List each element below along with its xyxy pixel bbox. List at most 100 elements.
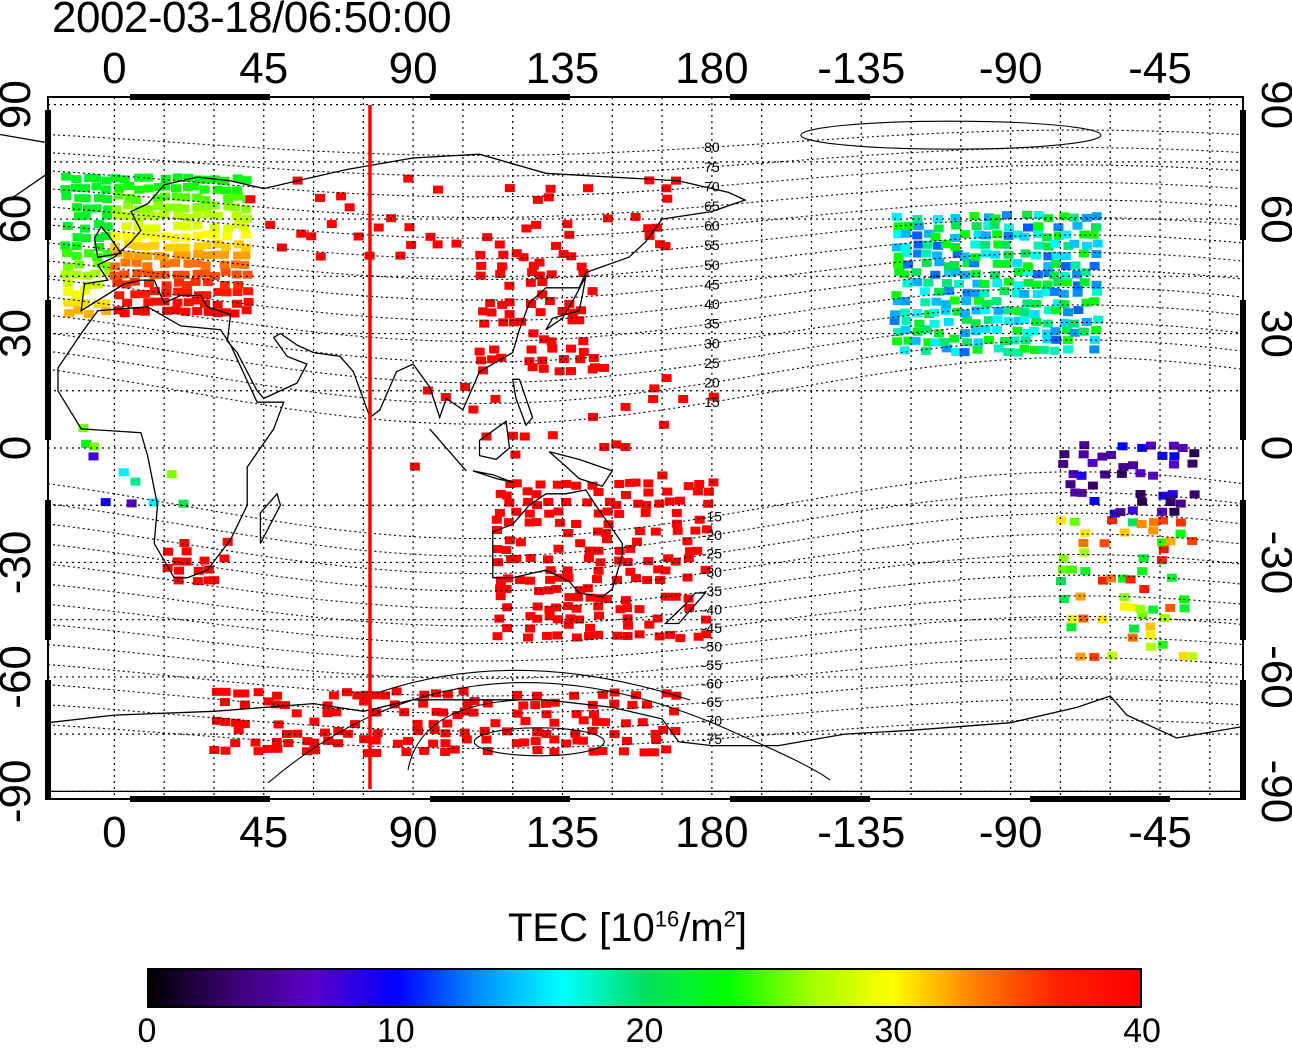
x-tick-label-top: 45	[239, 44, 288, 93]
tec-pixel	[1146, 441, 1156, 450]
tec-pixel	[1050, 239, 1061, 248]
mag-lat-label: 45	[704, 276, 720, 292]
tec-pixel	[1053, 223, 1064, 232]
tec-pixel	[534, 587, 544, 595]
tec-pixel	[131, 195, 142, 204]
tec-pixel	[1013, 281, 1024, 290]
tec-pixel	[78, 424, 89, 433]
tec-pixel	[149, 287, 160, 295]
tec-pixel	[912, 231, 923, 240]
tec-pixel	[612, 631, 623, 640]
tec-pixel	[170, 258, 180, 267]
tec-pixel	[510, 450, 521, 459]
tec-pixel	[587, 726, 598, 735]
tec-pixel	[209, 201, 220, 210]
tec-pixel	[112, 278, 123, 287]
tec-pixel	[82, 204, 93, 213]
tec-pixel	[80, 194, 91, 203]
tec-pixel	[283, 739, 294, 748]
tec-pixel	[532, 728, 543, 737]
tec-pixel	[322, 709, 333, 718]
y-tick-label-right: 0	[1252, 436, 1292, 460]
tec-data-pixels	[60, 172, 1200, 758]
tec-pixel	[209, 272, 220, 281]
tec-pixel	[495, 489, 506, 498]
tec-pixel	[566, 252, 577, 261]
tec-pixel	[1043, 242, 1054, 251]
tec-pixel	[121, 280, 132, 289]
tec-pixel	[182, 182, 193, 191]
coastline	[259, 492, 282, 544]
coastlines	[0, 133, 1244, 793]
tec-pixel	[229, 309, 240, 318]
tec-pixel	[941, 344, 952, 353]
tec-pixel	[1061, 278, 1072, 287]
tec-pixel	[132, 233, 143, 242]
mag-lat-label: -60	[702, 675, 722, 691]
tec-pixel	[371, 708, 382, 717]
tec-pixel	[1187, 652, 1198, 661]
tec-pixel	[1167, 490, 1178, 499]
tec-pixel	[578, 337, 589, 346]
tec-pixel	[992, 315, 1003, 324]
tec-pixel	[63, 287, 74, 296]
tec-pixel	[432, 240, 443, 249]
tec-pixel	[970, 269, 981, 278]
tec-pixel	[1042, 335, 1053, 344]
tec-pixel	[475, 271, 486, 280]
tec-pixel	[1128, 624, 1139, 633]
tec-pixel	[183, 173, 194, 182]
mag-lat-label: -55	[702, 657, 722, 673]
tec-pixel	[644, 176, 655, 185]
north-pole-contour	[800, 120, 1102, 150]
tec-pixel	[1091, 212, 1102, 221]
tec-pixel	[112, 211, 123, 220]
x-tick-label-top: 135	[526, 44, 599, 93]
south-pole-contour-mid	[379, 669, 691, 771]
tec-pixel	[921, 325, 932, 334]
tec-pixel	[913, 240, 924, 249]
tec-pixel	[1049, 287, 1060, 296]
tec-pixel	[609, 699, 620, 708]
tec-pixel	[191, 259, 202, 268]
tec-pixel	[342, 729, 353, 738]
tec-pixel	[600, 718, 610, 727]
mag-lat-contour	[47, 491, 1244, 557]
tec-pixel	[413, 727, 424, 735]
tec-pixel	[219, 554, 230, 563]
mag-lat-contour	[47, 199, 1244, 239]
tec-pixel	[1030, 346, 1040, 354]
x-tick-label-bottom: 0	[102, 808, 126, 857]
magnetic-latitude-contours	[47, 120, 1244, 784]
mag-lat-label: -75	[702, 731, 722, 747]
axis-bar	[430, 796, 570, 802]
mag-lat-contour	[47, 251, 1244, 301]
tec-pixel	[240, 243, 251, 252]
tec-pixel	[900, 297, 910, 306]
tec-pixel	[981, 299, 992, 308]
tec-pixel	[474, 347, 485, 356]
tec-pixel	[950, 213, 961, 222]
mag-lat-contour	[47, 471, 1244, 540]
tec-pixel	[992, 279, 1003, 287]
tec-pixel	[919, 287, 930, 296]
tec-pixel	[110, 174, 121, 183]
tec-pixel	[537, 278, 548, 286]
mag-lat-label: -40	[702, 601, 722, 617]
tec-pixel	[100, 498, 111, 507]
tec-pixel	[262, 744, 273, 753]
tec-pixel	[425, 232, 436, 241]
tec-pixel	[173, 211, 184, 220]
tec-pixel	[219, 250, 229, 259]
tec-pixel	[526, 300, 536, 308]
tec-pixel	[440, 747, 451, 756]
tec-pixel	[213, 287, 224, 296]
coastline	[545, 275, 587, 331]
tec-pixel	[243, 287, 254, 296]
tec-pixel	[1106, 574, 1116, 583]
tec-pixel	[546, 337, 557, 346]
tec-pixel	[615, 605, 626, 614]
tec-pixel	[154, 182, 164, 191]
tec-pixel	[643, 224, 654, 233]
tec-pixel	[203, 210, 214, 219]
